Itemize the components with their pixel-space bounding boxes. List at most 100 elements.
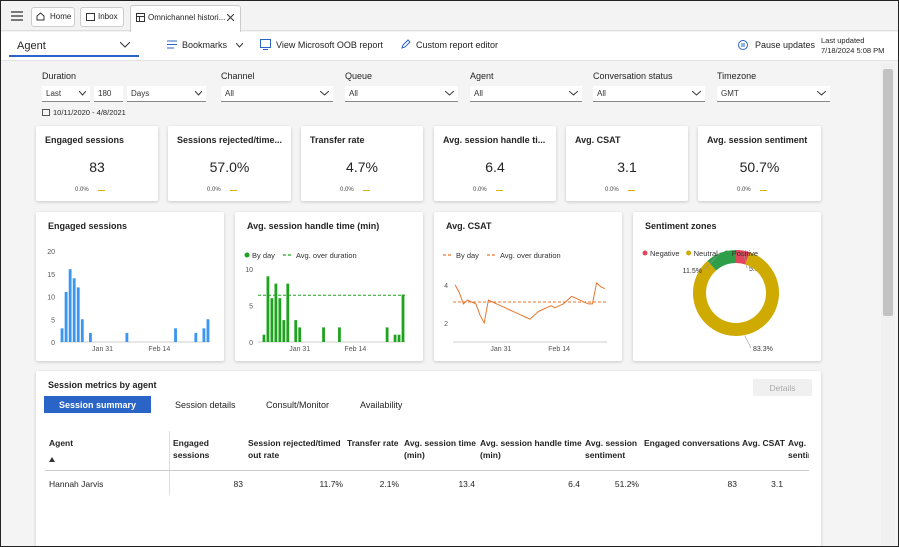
bar xyxy=(298,327,302,342)
column-header[interactable]: Avg. session handle time (min) xyxy=(480,438,582,460)
trend-dash xyxy=(363,190,370,191)
queue-filter[interactable]: All xyxy=(345,86,458,102)
x-tick-label: Feb 14 xyxy=(548,346,570,353)
calendar-icon xyxy=(42,109,50,116)
table-cell: 51.2% xyxy=(614,479,639,489)
kpi-change: 0.0% xyxy=(737,187,751,193)
legend-label: Positive xyxy=(732,249,758,258)
legend-marker xyxy=(686,250,692,256)
bar xyxy=(270,298,274,342)
leader-line xyxy=(703,252,721,271)
donut-segment xyxy=(735,250,750,265)
chart-title: Engaged sessions xyxy=(48,221,128,231)
y-tick-label: 5 xyxy=(249,304,253,311)
kpi-value: 57.0% xyxy=(209,159,250,175)
kpi-value: 3.1 xyxy=(617,159,637,175)
column-header[interactable]: Agent xyxy=(49,438,74,448)
kpi-title: Avg. session handle ti... xyxy=(443,135,546,145)
bar xyxy=(80,319,84,342)
chart-title: Avg. session handle time (min) xyxy=(247,221,380,231)
timezone-filter[interactable]: GMT xyxy=(717,86,830,102)
tab-selected[interactable]: Session summary xyxy=(44,396,151,413)
kpi-value: 50.7% xyxy=(739,159,780,175)
trend-dash xyxy=(496,190,503,191)
x-tick-label: Jan 31 xyxy=(490,346,511,353)
bar xyxy=(385,327,389,342)
duration-unit[interactable]: Days xyxy=(127,86,206,102)
view-selector[interactable]: Agent xyxy=(9,37,139,57)
column-header[interactable]: Avg. session time (min) xyxy=(404,438,476,460)
column-header[interactable]: Engaged conversations xyxy=(644,438,740,448)
y-tick-label: 10 xyxy=(245,267,253,274)
bar xyxy=(206,319,210,342)
date-range: 10/11/2020 - 4/8/2021 xyxy=(53,108,126,117)
chart-card: 0 5 10 15 20 Jan 31 Feb 14 Engaged sessions xyxy=(36,212,224,361)
legend-marker xyxy=(642,250,648,256)
sort-arrow[interactable] xyxy=(49,457,55,462)
edit-icon xyxy=(401,39,411,49)
column-header[interactable]: Avg. session sentiment xyxy=(585,438,638,460)
column-header[interactable]: Avg. sentiment xyxy=(788,438,809,460)
menu-icon[interactable] xyxy=(11,11,23,21)
bar xyxy=(68,269,72,342)
channel-filter[interactable]: All xyxy=(221,86,333,102)
bar xyxy=(278,298,282,342)
kpi-card: Avg. CSAT 3.1 0.0% xyxy=(566,126,688,201)
column-header[interactable]: Avg. CSAT xyxy=(742,438,785,448)
bookmarks-button[interactable]: Bookmarks xyxy=(182,40,228,50)
table-card xyxy=(36,371,821,546)
kpi-value: 6.4 xyxy=(485,159,505,175)
donut-segment xyxy=(693,252,779,336)
table-cell: 6.4 xyxy=(568,479,580,489)
tab[interactable]: Session details xyxy=(175,400,236,410)
legend-label: By day xyxy=(252,251,275,260)
pause-updates-button[interactable]: Pause updates xyxy=(755,40,816,50)
duration-mode[interactable]: Last xyxy=(42,86,90,102)
table-cell: 83 xyxy=(727,479,737,489)
chart-card: 0 5 10 Jan 31 Feb 14 By day Avg. over duration… xyxy=(235,212,423,361)
report-editor-button[interactable]: Custom report editor xyxy=(416,40,499,50)
tab[interactable]: Availability xyxy=(360,400,403,410)
dropdown-value: Days xyxy=(131,89,150,98)
agent-filter[interactable]: All xyxy=(470,86,582,102)
input-value: 180 xyxy=(98,89,112,98)
details-button[interactable]: Details xyxy=(753,379,812,396)
tab-home[interactable]: Home xyxy=(31,7,75,27)
close-tab[interactable] xyxy=(227,14,234,21)
table-title: Session metrics by agent xyxy=(48,380,157,390)
tab[interactable]: Consult/Monitor xyxy=(266,400,330,410)
y-tick-label: 2 xyxy=(444,321,448,328)
kpi-change: 0.0% xyxy=(75,187,89,193)
tab-inbox[interactable]: Inbox xyxy=(80,7,124,27)
kpi-value: 83 xyxy=(89,159,105,175)
chart: 5.1%83.3%11.5%Negative Neutral Positive xyxy=(642,249,779,353)
bar xyxy=(274,283,278,342)
oob-icon xyxy=(260,39,271,50)
y-tick-label: 10 xyxy=(47,295,55,302)
kpi-change: 0.0% xyxy=(207,187,221,193)
column-header[interactable]: Engaged sessions xyxy=(173,438,210,460)
y-tick-label: 4 xyxy=(444,283,448,290)
scrollbar-thumb[interactable] xyxy=(883,69,893,316)
duration-count[interactable]: 180 xyxy=(94,86,123,102)
last-updated-label: Last updated xyxy=(821,36,865,45)
dropdown-value: Last xyxy=(46,89,62,98)
kpi-card: Engaged sessions 83 0.0% xyxy=(36,126,158,201)
toolbar xyxy=(1,32,898,61)
x-tick-label: Jan 31 xyxy=(92,346,113,353)
oob-report-button[interactable]: View Microsoft OOB report xyxy=(276,40,383,50)
bar xyxy=(282,320,286,342)
table-cell: 11.7% xyxy=(319,479,343,489)
column-header[interactable]: Session rejected/timed out rate xyxy=(248,438,341,460)
status-filter[interactable]: All xyxy=(593,86,705,102)
table-cell: 83 xyxy=(233,479,243,489)
x-tick-label: Feb 14 xyxy=(344,346,366,353)
chart: 0 5 10 15 20 Jan 31 Feb 14 xyxy=(47,249,210,353)
column-header[interactable]: Transfer rate xyxy=(347,438,399,448)
trend-dash xyxy=(230,190,237,191)
kpi-title: Transfer rate xyxy=(310,135,365,145)
trend-dash xyxy=(760,190,767,191)
table-cell: 2.1% xyxy=(379,479,399,489)
tab-active[interactable]: Omnichannel histori... xyxy=(130,5,241,32)
